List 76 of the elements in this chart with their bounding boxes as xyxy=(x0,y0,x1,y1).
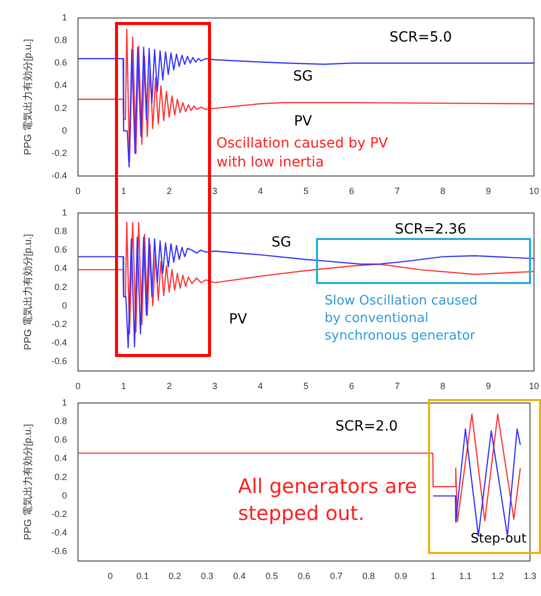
x-tick-label: 0.9 xyxy=(394,570,408,581)
y-axis-title: PPG 電気出力有効分[p.u.] xyxy=(22,38,34,156)
x-tick-label: 1 xyxy=(121,186,126,196)
x-tick-label: 1.1 xyxy=(459,570,472,581)
y-tick-label: 0 xyxy=(62,125,67,136)
x-tick-label: 9 xyxy=(486,186,491,196)
y-tick-label: -0.4 xyxy=(51,170,67,180)
y-tick-label: 0.4 xyxy=(54,263,67,274)
y-axis-title: PPG 電気出力有効分[p.u.] xyxy=(22,234,34,350)
y-tick-label: 0.8 xyxy=(54,35,67,46)
x-tick-label: 1 xyxy=(121,380,126,391)
y-tick-label: 0.8 xyxy=(54,226,67,236)
x-tick-label: 4 xyxy=(258,186,263,196)
x-tick-label: 10 xyxy=(528,380,539,391)
y-tick-label: -0.2 xyxy=(51,319,67,330)
annotation: Slow Oscillation caused by conventional synchronous generator xyxy=(324,293,478,344)
x-tick-label: 0.7 xyxy=(330,570,343,581)
annotation: Step-out xyxy=(470,531,526,546)
y-tick-label: 0 xyxy=(62,300,67,310)
series-label: SG xyxy=(293,68,313,85)
x-tick-label: 1 xyxy=(430,570,436,581)
y-tick-label: -0.6 xyxy=(51,356,67,366)
x-tick-label: 6 xyxy=(349,380,354,391)
x-tick-label: 0 xyxy=(75,186,81,196)
x-tick-label: 3 xyxy=(212,186,218,196)
y-tick-label: 0.6 xyxy=(54,434,67,445)
annotation: SCR=2.0 xyxy=(335,418,398,435)
x-tick-label: 4 xyxy=(258,380,263,391)
x-tick-label: 0.3 xyxy=(200,570,214,581)
y-tick-label: 0.2 xyxy=(54,102,67,113)
x-tick-label: 5 xyxy=(303,380,309,391)
x-tick-label: 0.5 xyxy=(265,570,278,581)
x-tick-label: 0.4 xyxy=(233,570,246,581)
y-tick-label: 1 xyxy=(62,207,67,218)
y-tick-label: 0.2 xyxy=(54,282,67,292)
y-tick-label: -0.6 xyxy=(51,546,67,556)
y-tick-label: 1 xyxy=(62,12,67,22)
x-tick-label: 0 xyxy=(108,570,113,581)
x-tick-label: 9 xyxy=(486,380,491,391)
series-label: PV xyxy=(294,114,312,130)
x-tick-label: 0.6 xyxy=(298,570,310,581)
x-tick-label: 6 xyxy=(349,186,354,196)
x-tick-label: 8 xyxy=(440,186,446,196)
x-tick-label: 0.1 xyxy=(136,570,149,581)
y-axis-title: PPG 電気出力有効分[p.u.] xyxy=(22,424,34,540)
x-tick-label: 1.2 xyxy=(491,570,504,581)
x-tick-label: 1.3 xyxy=(524,570,536,581)
x-tick-label: 0.8 xyxy=(362,570,375,581)
x-tick-label: 10 xyxy=(528,186,539,196)
x-tick-label: 8 xyxy=(440,380,446,391)
y-tick-label: 0.6 xyxy=(54,58,67,68)
y-tick-label: 0.2 xyxy=(54,472,67,482)
y-tick-label: -0.4 xyxy=(51,528,67,538)
y-tick-label: 0.4 xyxy=(54,80,67,90)
x-tick-label: 7 xyxy=(394,186,400,196)
x-tick-label: 3 xyxy=(212,380,218,391)
y-tick-label: 0.8 xyxy=(54,416,67,426)
y-tick-label: -0.2 xyxy=(51,148,67,158)
x-tick-label: 0 xyxy=(75,380,81,391)
x-tick-label: 5 xyxy=(303,186,309,196)
y-tick-label: 0.4 xyxy=(54,453,67,464)
annotation: SCR=5.0 xyxy=(390,30,452,46)
x-tick-label: 7 xyxy=(394,380,400,391)
annotation: SCR=2.36 xyxy=(394,222,466,238)
text: PV xyxy=(229,312,248,328)
x-tick-label: 2 xyxy=(166,186,172,196)
annotation: All generators are stepped out. xyxy=(238,474,418,526)
y-tick-label: 0 xyxy=(62,490,67,500)
y-tick-label: -0.4 xyxy=(51,338,67,348)
x-tick-label: 0.2 xyxy=(168,570,182,581)
x-tick-label: 2 xyxy=(166,380,172,391)
annotation: Oscillation caused by PV with low inertia xyxy=(216,136,388,171)
y-tick-label: 0.6 xyxy=(54,244,67,255)
y-tick-label: -0.2 xyxy=(51,509,67,520)
y-tick-label: 1 xyxy=(62,397,67,408)
series-label: SG xyxy=(271,234,292,251)
